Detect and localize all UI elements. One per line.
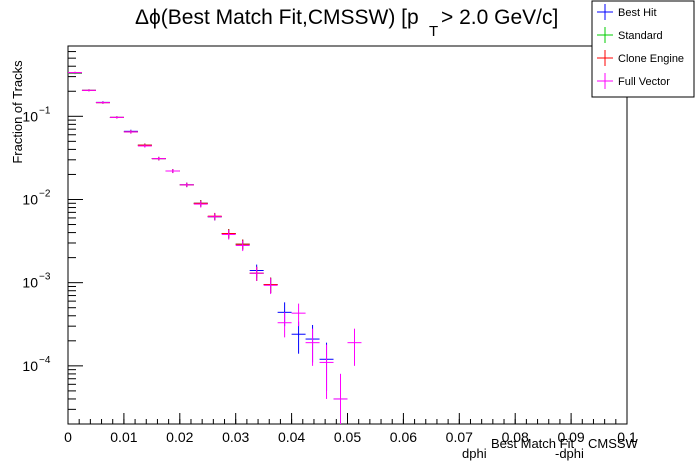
x-label-base2: -dphi <box>555 446 584 461</box>
y-tick-exponent: −4 <box>39 355 51 366</box>
x-tick-label: 0.09 <box>557 429 584 445</box>
series-best-hit <box>68 72 348 424</box>
x-axis: 0 0.01 0.02 0.03 0.04 0.05 0.06 0.07 0.08 0.09 0.1 <box>64 413 637 445</box>
title-subscript: T <box>429 23 438 40</box>
data-point <box>207 213 222 221</box>
legend-label: Clone Engine <box>618 53 684 65</box>
data-point <box>151 156 166 161</box>
x-tick-label: 0.05 <box>334 429 361 445</box>
data-point <box>165 169 180 174</box>
y-axis-label: Fraction of Tracks <box>10 60 25 164</box>
x-tick-label: 0.04 <box>278 429 305 445</box>
data-point <box>109 116 124 119</box>
data-point <box>81 89 96 92</box>
data-point <box>263 278 278 295</box>
y-axis: 10−110−210−310−4 <box>22 51 83 425</box>
y-tick-exponent: −2 <box>39 188 51 199</box>
data-point <box>291 303 306 327</box>
y-tick-exponent: −3 <box>39 272 51 283</box>
x-tick-label: 0.08 <box>502 429 529 445</box>
x-tick-label: 0 <box>64 429 72 445</box>
data-point <box>347 328 362 366</box>
series-clone-engine <box>68 71 278 294</box>
x-tick-label: 0.06 <box>390 429 417 445</box>
x-label-sup1: Best Match Fit <box>491 436 574 451</box>
legend-entry: Clone Engine <box>597 50 684 66</box>
data-point <box>291 321 306 354</box>
x-label-base1: dphi <box>462 446 487 461</box>
data-point <box>137 144 152 148</box>
y-tick-label: 10 <box>22 108 38 124</box>
x-tick-label: 0.03 <box>222 429 249 445</box>
y-tick-label: 10 <box>22 275 38 291</box>
legend-label: Full Vector <box>618 76 670 88</box>
y-tick-label: 10 <box>22 358 38 374</box>
x-axis-label: dphi Best Match Fit -dphi CMSSW <box>462 436 639 461</box>
series-standard <box>68 72 278 294</box>
data-point <box>277 312 292 338</box>
data-point <box>193 200 208 208</box>
x-label-sup2: CMSSW <box>588 436 639 451</box>
data-point <box>95 101 110 104</box>
y-tick-exponent: −1 <box>39 105 51 116</box>
svg-text:Δϕ(Best Match Fit,CMSSW) [p: Δϕ(Best Match Fit,CMSSW) [p <box>135 6 419 29</box>
data-point <box>333 373 348 424</box>
title-main: Δϕ(Best Match Fit,CMSSW) [p <box>135 6 419 29</box>
legend-box <box>591 0 695 98</box>
data-point <box>249 266 264 281</box>
x-tick-label: 0.1 <box>617 429 637 445</box>
y-tick-label: 10 <box>22 191 38 207</box>
plot-frame <box>67 45 628 425</box>
data-point <box>221 229 236 240</box>
title-suffix: > 2.0 GeV/c] <box>441 6 558 29</box>
data-point <box>68 71 82 74</box>
chart-title: Δϕ(Best Match Fit,CMSSW) [p T > 2.0 GeV/… <box>135 6 558 40</box>
legend-label: Best Hit <box>618 7 657 19</box>
series-full-vector <box>68 71 362 424</box>
x-tick-label: 0.07 <box>446 429 473 445</box>
x-tick-label: 0.01 <box>110 429 137 445</box>
data-point <box>305 328 320 366</box>
data-point <box>123 130 138 134</box>
legend-entry: Best Hit <box>597 4 657 20</box>
data-point <box>235 240 250 252</box>
legend-label: Standard <box>618 30 663 42</box>
legend-entry: Standard <box>597 27 663 43</box>
x-tick-label: 0.02 <box>166 429 193 445</box>
data-layer <box>68 71 362 424</box>
legend: Best Hit Standard Clone Engine Full Vector <box>591 0 695 98</box>
data-point <box>319 344 334 399</box>
legend-entry: Full Vector <box>597 73 670 89</box>
data-point <box>179 182 194 188</box>
